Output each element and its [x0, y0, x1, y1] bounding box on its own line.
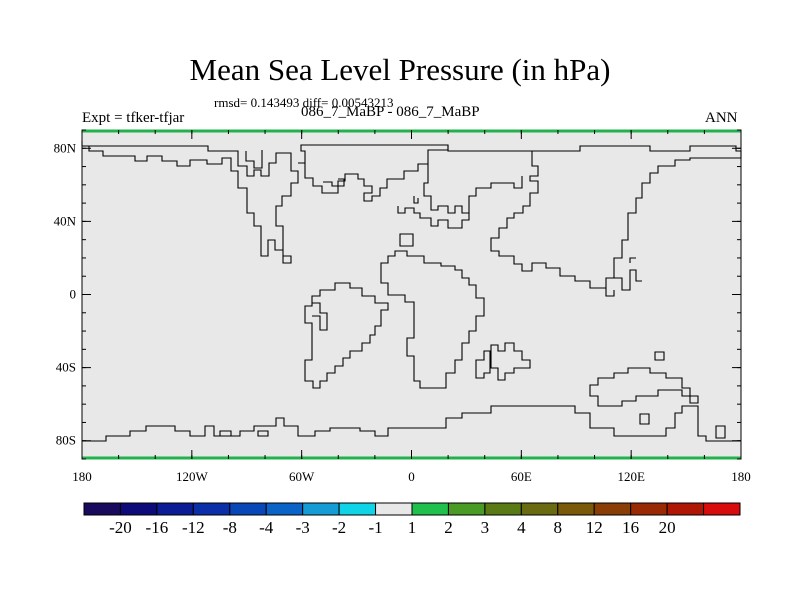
coastline-caspian	[399, 233, 414, 247]
colorbar-swatch	[302, 502, 340, 516]
lat-tick-label: 40S	[56, 360, 76, 375]
colorbar-label: -1	[368, 518, 382, 537]
coastline-eurasia	[447, 145, 742, 289]
colorbar-label: -8	[223, 518, 237, 537]
colorbar-label: 20	[659, 518, 676, 537]
coastline-africa	[380, 250, 485, 389]
colorbar-label: 12	[586, 518, 603, 537]
lat-tick-label: 80N	[54, 140, 77, 155]
lon-tick-label: 0	[408, 469, 415, 484]
colorbar-swatch	[265, 502, 304, 516]
coastlines	[81, 141, 742, 442]
coastline-indochina	[614, 269, 642, 291]
coastline-australia	[589, 367, 699, 407]
colorbar-label: -3	[296, 518, 310, 537]
lat-tick-label: 40N	[54, 213, 77, 228]
coastline-arctic-islands	[81, 141, 345, 187]
stats-text: rmsd= 0.143493 diff= 0.00543213	[214, 95, 394, 110]
colorbar-swatch	[411, 502, 449, 516]
colorbar-label: -4	[259, 518, 274, 537]
colorbar-label: 8	[554, 518, 563, 537]
colorbar-swatch	[156, 502, 194, 516]
longitude-axis: 180 120W 60W 0 60E 120E 180	[72, 130, 751, 484]
coastline-canada-islands	[245, 150, 263, 169]
coastline-antarctic-peninsula	[219, 430, 269, 437]
colorbar-label: 4	[517, 518, 526, 537]
lon-tick-label: 60E	[511, 469, 532, 484]
lat-tick-label: 80S	[56, 433, 76, 448]
colorbar-swatch	[447, 502, 486, 516]
colorbar-label: 2	[444, 518, 453, 537]
coastline-new-zealand	[654, 351, 665, 361]
colorbar: -20 -16 -12 -8 -4 -3 -2 -1 1 2 3 4 8 12 16 20	[83, 502, 741, 537]
coastline-arabia	[490, 342, 531, 381]
colorbar-swatch	[666, 502, 705, 516]
colorbar-swatch	[484, 502, 522, 516]
lon-tick-label: 120E	[617, 469, 645, 484]
colorbar-swatch	[520, 502, 559, 516]
colorbar-label: -2	[332, 518, 346, 537]
colorbar-label: -20	[109, 518, 132, 537]
coastline-small-islands	[639, 413, 726, 439]
coastline-south-america	[304, 282, 389, 389]
lat-tick-label: 0	[70, 287, 77, 302]
colorbar-swatch	[703, 502, 741, 516]
coastline-south-america-inlet	[312, 302, 328, 331]
coastline-indonesia	[605, 257, 636, 297]
coastline-greenland	[298, 144, 449, 202]
latitude-axis: 80N 40N 0 40S 80S	[54, 129, 741, 460]
colorbar-label: 1	[408, 518, 417, 537]
map-background	[81, 129, 742, 460]
lon-tick-label: 180	[731, 469, 751, 484]
coastline-north-america	[82, 145, 299, 264]
coastline-madagascar	[475, 350, 491, 379]
colorbar-swatch	[593, 502, 632, 516]
colorbar-swatch	[557, 502, 595, 516]
lon-tick-label: 120W	[176, 469, 209, 484]
colorbar-swatch	[630, 502, 668, 516]
colorbar-label: -16	[146, 518, 169, 537]
colorbar-swatch	[229, 502, 267, 516]
chart-title: Mean Sea Level Pressure (in hPa)	[189, 52, 611, 87]
coastline-antarctica	[82, 405, 741, 442]
colorbar-label: -12	[182, 518, 205, 537]
lon-tick-label: 180	[72, 469, 92, 484]
coastline-iberia-med	[397, 206, 470, 229]
colorbar-label: 3	[481, 518, 490, 537]
experiment-label: Expt = tfker-tfjar	[82, 110, 185, 126]
coastline-europe	[423, 164, 523, 214]
coastline-north-sea	[413, 196, 419, 204]
colorbar-label: 16	[622, 518, 639, 537]
season-label: ANN	[705, 110, 738, 126]
colorbar-swatch	[338, 502, 377, 516]
lon-tick-label: 60W	[289, 469, 315, 484]
colorbar-swatch	[83, 502, 121, 516]
colorbar-swatch	[192, 502, 231, 516]
experiment-ids: 086_7_MaBP - 086_7_MaBP	[301, 104, 480, 120]
colorbar-swatch	[375, 502, 413, 516]
colorbar-swatch	[119, 502, 158, 516]
